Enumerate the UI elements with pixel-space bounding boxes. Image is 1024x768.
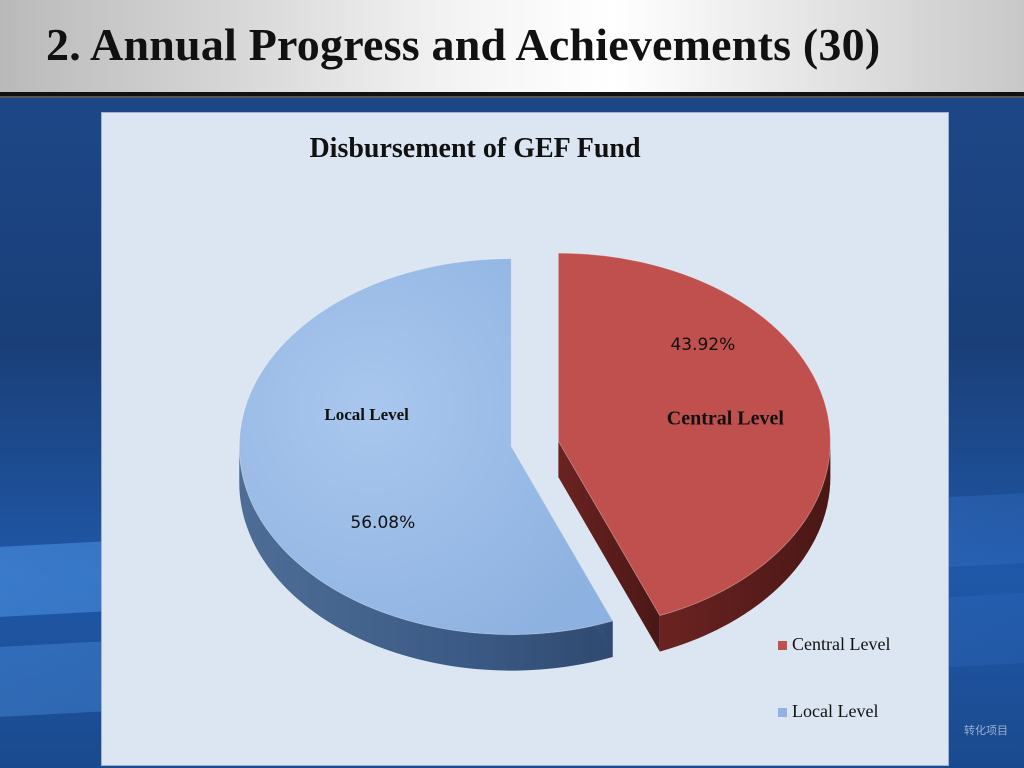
chart-panel: Disbursement of GEF Fund Central Level 43… xyxy=(101,112,949,766)
pie-slice-local xyxy=(238,258,614,636)
slice-percent-label-central: 43.92% xyxy=(670,335,735,355)
slice-name-label-local: Local Level xyxy=(324,405,409,424)
pie-chart: Central Level 43.92% Local Level 56.08% xyxy=(238,252,831,671)
legend-label-local: Local Level xyxy=(792,701,879,721)
slice-percent-label-local: 56.08% xyxy=(350,513,415,533)
pie-slice-side-local xyxy=(239,446,613,671)
pie-slice-cut-central xyxy=(558,441,660,652)
legend-item-local: Local Level xyxy=(778,701,878,722)
chart-title: Disbursement of GEF Fund xyxy=(309,133,641,164)
pie-slice-side-central xyxy=(659,441,831,652)
legend-swatch-central xyxy=(778,641,787,651)
slide-title: 2. Annual Progress and Achievements (30) xyxy=(46,19,881,70)
slide-header: 2. Annual Progress and Achievements (30) xyxy=(0,0,1024,96)
slice-name-label-central: Central Level xyxy=(667,408,785,430)
legend-swatch-local xyxy=(778,708,787,718)
pie-slice-central xyxy=(557,252,831,617)
watermark-text: 转化项目 xyxy=(964,724,1008,737)
legend-label-central: Central Level xyxy=(792,634,891,654)
legend-item-central: Central Level xyxy=(778,634,890,655)
